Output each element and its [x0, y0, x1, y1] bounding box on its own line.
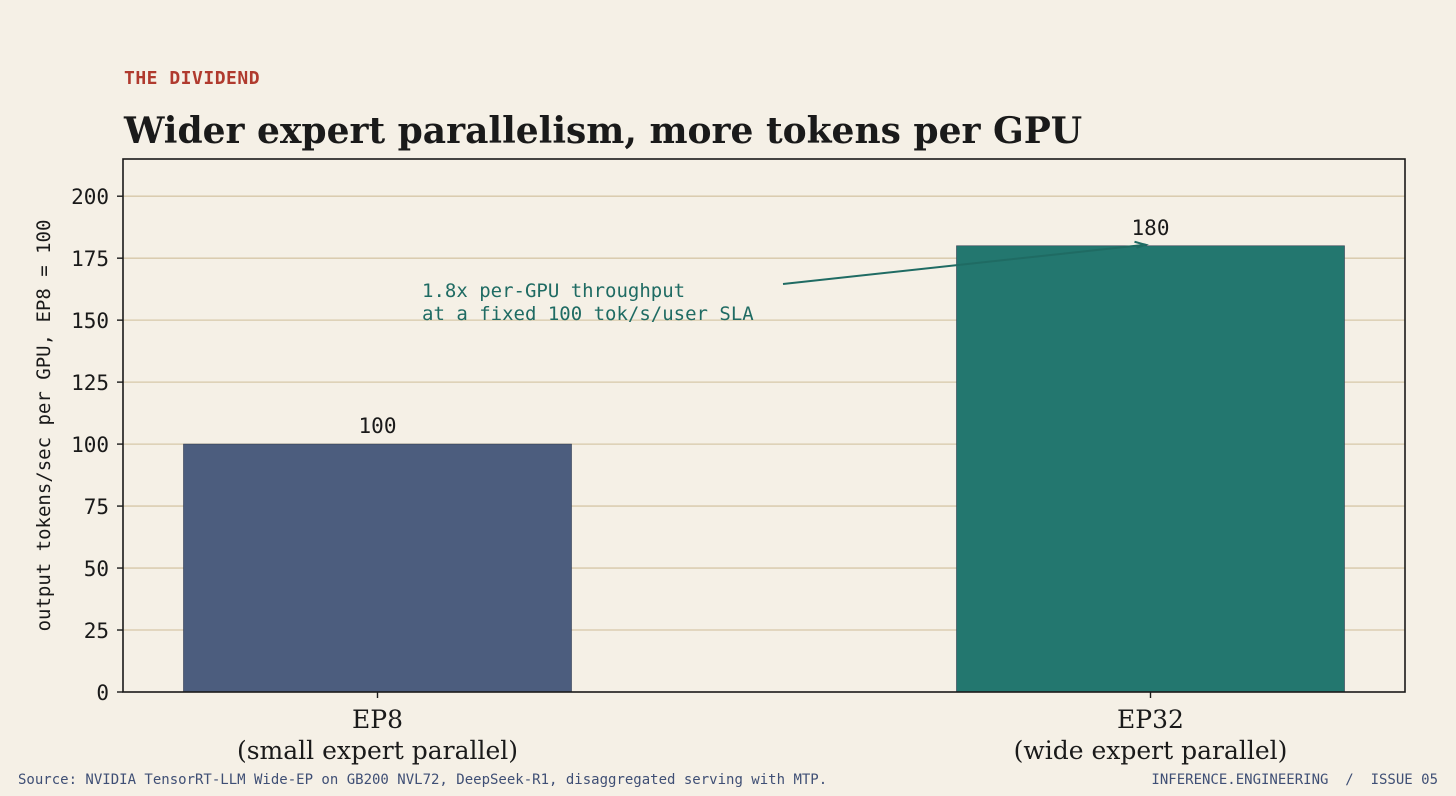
plot-frame	[122, 158, 1406, 693]
y-tick-label: 75	[84, 495, 109, 519]
annotation-text: 1.8x per-GPU throughput at a fixed 100 to…	[422, 280, 754, 325]
source-note: Source: NVIDIA TensorRT-LLM Wide-EP on G…	[18, 772, 828, 788]
y-axis-label: output tokens/sec per GPU, EP8 = 100	[33, 220, 55, 632]
data-label: 100	[359, 414, 397, 438]
chart-kicker: THE DIVIDEND	[124, 68, 261, 89]
y-tick-label: 100	[71, 433, 109, 457]
bar-0	[183, 443, 572, 693]
y-tick-label: 125	[71, 371, 109, 395]
x-tick-label: EP32 (wide expert parallel)	[1014, 705, 1288, 765]
y-tick-label: 150	[71, 309, 109, 333]
publication-brand: INFERENCE.ENGINEERING / ISSUE 05	[1151, 772, 1438, 788]
y-tick-label: 175	[71, 247, 109, 271]
y-tick-label: 25	[84, 619, 109, 643]
x-tick-label: EP8 (small expert parallel)	[237, 705, 518, 765]
y-tick-label: 0	[96, 681, 109, 705]
chart-title: Wider expert parallelism, more tokens pe…	[124, 110, 1083, 152]
data-label: 180	[1132, 216, 1170, 240]
y-tick-label: 50	[84, 557, 109, 581]
annotation-arrow	[782, 243, 1146, 285]
bar-1	[956, 245, 1345, 693]
y-tick-label: 200	[71, 185, 109, 209]
annotation-arrowhead	[1134, 240, 1149, 249]
